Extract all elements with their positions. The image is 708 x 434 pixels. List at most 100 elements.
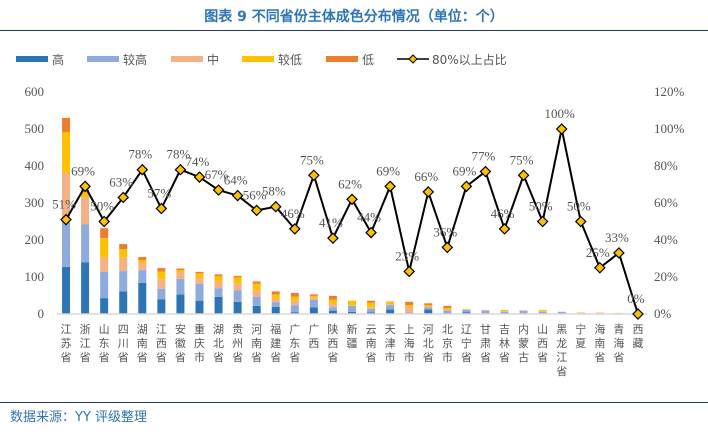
- bar-segment-3: [328, 299, 337, 305]
- x-tick-label-char: 省: [499, 351, 510, 364]
- x-tick-label-char: 海: [404, 336, 415, 350]
- x-tick-label-char: 疆: [347, 337, 358, 350]
- x-tick-label-char: 江: [156, 323, 167, 336]
- x-tick-label-char: 省: [613, 351, 624, 364]
- bar-segment-4: [367, 300, 376, 303]
- x-tick-label-char: 省: [594, 351, 605, 364]
- source-note: 数据来源：YY 评级整理: [10, 410, 148, 425]
- ratio-data-label: 100%: [545, 106, 576, 121]
- bar-segment-2: [367, 307, 376, 309]
- bar-segment-3: [176, 269, 185, 273]
- ratio-marker: [212, 184, 225, 196]
- x-tick-label-char: 西: [537, 337, 548, 350]
- bar-segment-1: [138, 270, 147, 283]
- bar-segment-1: [214, 288, 223, 297]
- bar-segment-1: [195, 284, 204, 301]
- bar-segment-2: [119, 257, 128, 272]
- ratio-marker: [174, 163, 187, 176]
- ratio-data-label: 69%: [376, 163, 400, 178]
- ratio-data-label: 78%: [166, 147, 190, 162]
- x-tick-label-char: 广: [308, 323, 319, 336]
- bar-segment-3: [290, 296, 299, 301]
- x-tick-label-char: 宁: [575, 322, 586, 336]
- x-tick-label-char: 云: [366, 323, 377, 336]
- y2-tick-label: 20%: [654, 269, 678, 284]
- bar-segment-1: [462, 309, 471, 313]
- ratio-marker: [441, 241, 454, 254]
- bar-segment-3: [405, 305, 414, 307]
- ratio-data-label: 44%: [357, 210, 381, 225]
- y2-tick-label: 40%: [654, 232, 678, 247]
- ratio-data-label: 51%: [52, 197, 76, 212]
- ratio-marker: [327, 232, 339, 244]
- ratio-marker: [250, 204, 263, 217]
- bar-segment-2: [386, 304, 395, 306]
- y2-tick-label: 60%: [654, 195, 678, 210]
- x-tick-label-char: 青: [613, 323, 624, 336]
- bar-segment-3: [119, 249, 128, 258]
- ratio-data-label: 41%: [319, 215, 343, 230]
- ratio-data-label: 46%: [281, 206, 305, 221]
- ratio-data-label: 69%: [71, 163, 95, 178]
- legend-swatch-3: [242, 56, 274, 62]
- ratio-data-label: 74%: [186, 154, 210, 169]
- bar-segment-1: [348, 305, 356, 312]
- ratio-marker: [574, 215, 587, 228]
- x-tick-label-char: 省: [270, 351, 281, 364]
- bar-segment-4: [271, 291, 280, 295]
- bar-segment-1: [328, 307, 337, 311]
- x-tick-label-char: 湖: [213, 323, 224, 336]
- ratio-marker: [155, 202, 168, 215]
- x-tick-label-char: 省: [99, 351, 110, 364]
- bar-segment-1: [252, 296, 261, 306]
- bar-segment-4: [405, 301, 414, 306]
- x-tick-label-char: 南: [251, 337, 262, 350]
- bar-segment-3: [424, 305, 433, 307]
- bar-segment-2: [405, 306, 414, 313]
- x-tick-label-char: 宁: [461, 336, 472, 350]
- y2-tick-label: 120%: [654, 84, 685, 99]
- x-tick-label-char: 山: [99, 323, 110, 336]
- bar-segment-1: [157, 288, 166, 300]
- ratio-marker: [365, 226, 377, 239]
- bar-segment-3: [195, 273, 204, 279]
- bar-segment-0: [233, 301, 242, 314]
- bar-segment-3: [309, 295, 318, 298]
- x-tick-label-char: 省: [213, 351, 224, 364]
- x-tick-label-char: 省: [423, 351, 434, 364]
- ratio-marker: [536, 215, 549, 228]
- bar-segment-0: [386, 309, 395, 314]
- x-tick-label-char: 西: [327, 337, 338, 350]
- bar-segment-4: [176, 268, 185, 270]
- ratio-data-label: 23%: [395, 248, 419, 263]
- x-tick-label-char: 甘: [480, 323, 491, 336]
- bar-segment-2: [290, 300, 299, 306]
- x-tick-label-char: 广: [289, 323, 300, 336]
- ratio-marker: [117, 191, 130, 204]
- legend-swatch-0: [16, 56, 48, 62]
- legend-swatch-4: [326, 56, 358, 62]
- bar-segment-1: [481, 310, 490, 314]
- bar-segment-3: [62, 131, 71, 174]
- bar-segment-3: [214, 276, 223, 282]
- bar-segment-4: [252, 281, 261, 284]
- x-tick-label-char: 陕: [327, 322, 338, 336]
- x-tick-label-char: 古: [518, 351, 529, 364]
- legend-label-line: 80%以上占比: [432, 52, 507, 67]
- bar-segment-0: [81, 262, 90, 314]
- ratio-marker: [60, 213, 72, 226]
- bar-segment-1: [81, 224, 90, 263]
- x-tick-label-char: 省: [80, 351, 91, 364]
- bar-segment-1: [290, 305, 299, 313]
- bar-segment-2: [481, 309, 490, 311]
- bar-segment-1: [271, 302, 280, 307]
- x-tick-label-char: 河: [251, 323, 262, 336]
- x-tick-label-char: 安: [175, 322, 186, 336]
- ratio-marker: [269, 200, 282, 213]
- x-tick-label-char: 庆: [194, 336, 205, 350]
- ratio-marker: [460, 180, 473, 193]
- ratio-data-label: 33%: [605, 230, 629, 245]
- bar-segment-3: [348, 300, 356, 306]
- bar-segment-1: [309, 299, 318, 308]
- x-tick-label-char: 省: [175, 351, 186, 364]
